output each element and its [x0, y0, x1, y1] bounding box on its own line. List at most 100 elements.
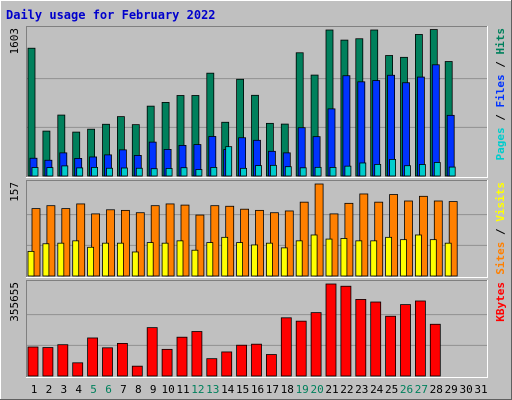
middle-bar-sites-day-20 [314, 183, 324, 277]
middle-ymax-label: 157 [8, 182, 21, 202]
bottom-bar-kbytes-day-8 [131, 365, 143, 377]
x-tick-label-day-4: 4 [75, 383, 82, 396]
top-bar-pages-day-8 [135, 167, 143, 177]
bottom-bar-kbytes-day-10 [161, 348, 173, 377]
middle-bar-sites-day-23 [359, 193, 369, 277]
bottom-bar-kbytes-day-19 [295, 320, 307, 377]
top-legend-item: Files [494, 74, 507, 107]
top-bar-pages-day-16 [255, 165, 262, 177]
x-tick-label-day-7: 7 [120, 383, 127, 396]
x-tick-label-day-25: 25 [385, 383, 398, 396]
middle-bar-sites-day-16 [255, 209, 264, 277]
middle-panel: 157 Sites / Visits [8, 180, 507, 278]
top-legend-item: Pages [494, 127, 507, 160]
top-legend-item: / [494, 55, 507, 75]
x-tick-label-day-31: 31 [474, 383, 487, 396]
x-tick-label-day-16: 16 [251, 383, 264, 396]
bottom-bar-kbytes-day-11 [176, 336, 188, 377]
middle-bar-visits-day-12 [191, 249, 199, 277]
top-bar-pages-day-18 [284, 166, 292, 177]
bottom-bar-kbytes-day-25 [385, 315, 397, 377]
middle-bar-sites-day-26 [404, 200, 413, 277]
bottom-bar-kbytes-day-2 [42, 347, 54, 377]
bottom-bar-kbytes-day-13 [206, 358, 218, 377]
top-bar-pages-day-28 [433, 162, 441, 177]
bottom-bar-kbytes-day-26 [400, 304, 411, 377]
middle-bar-visits-day-19 [295, 240, 303, 277]
middle-bar-visits-day-14 [221, 236, 229, 277]
top-bar-pages-day-4 [76, 167, 84, 177]
middle-bar-visits-day-17 [265, 242, 273, 277]
bottom-bar-kbytes-day-23 [355, 299, 367, 377]
top-bar-pages-day-13 [210, 167, 218, 177]
middle-bar-sites-day-10 [165, 203, 175, 277]
bottom-bar-kbytes-day-1 [27, 346, 39, 377]
top-bar-pages-day-15 [240, 167, 248, 177]
bottom-bar-kbytes-day-21 [325, 283, 337, 377]
bottom-legend-item: KBytes [494, 282, 507, 322]
top-bar-pages-day-14 [225, 146, 233, 177]
bottom-bar-kbytes-day-14 [221, 351, 233, 377]
middle-bar-visits-day-27 [414, 234, 422, 277]
x-tick-label-day-24: 24 [370, 383, 384, 396]
middle-bar-visits-day-3 [57, 242, 65, 277]
bottom-bar-kbytes-day-24 [370, 301, 382, 377]
x-tick-label-day-29: 29 [445, 383, 458, 396]
bottom-bar-kbytes-day-22 [340, 285, 352, 377]
x-tick-label-day-5: 5 [90, 383, 97, 396]
top-legend-item: Hits [494, 28, 507, 55]
top-panel: 1603 Pages / Files / Hits [8, 26, 507, 178]
middle-bar-sites-day-18 [284, 210, 294, 277]
middle-bar-sites-day-28 [433, 200, 443, 277]
middle-bar-visits-day-5 [87, 246, 94, 277]
top-bar-pages-day-6 [106, 167, 113, 177]
x-tick-label-day-12: 12 [191, 383, 204, 396]
middle-bar-visits-day-21 [325, 238, 333, 277]
top-bar-pages-day-17 [269, 164, 277, 177]
top-bar-pages-day-2 [46, 167, 54, 177]
x-tick-label-day-15: 15 [236, 383, 249, 396]
middle-bar-sites-day-12 [195, 214, 205, 277]
x-tick-label-day-30: 30 [459, 383, 472, 396]
x-tick-label-day-8: 8 [135, 383, 142, 396]
middle-bar-sites-day-19 [299, 201, 309, 277]
middle-bar-visits-day-28 [429, 239, 437, 277]
x-tick-label-day-13: 13 [206, 383, 219, 396]
top-bar-pages-day-22 [344, 165, 352, 177]
middle-bar-visits-day-10 [161, 242, 169, 277]
top-bar-pages-day-21 [329, 167, 337, 177]
middle-bar-visits-day-22 [340, 238, 348, 277]
top-bar-pages-day-3 [61, 165, 69, 177]
top-bar-pages-day-24 [374, 164, 382, 177]
top-bar-pages-day-27 [418, 164, 426, 177]
middle-legend-item: / [494, 222, 507, 242]
middle-bar-sites-day-5 [91, 213, 100, 277]
top-bar-pages-day-25 [389, 159, 397, 177]
top-bar-files-day-28 [431, 64, 440, 177]
middle-bar-visits-day-20 [310, 234, 318, 277]
middle-bar-sites-day-9 [150, 205, 160, 277]
middle-bar-sites-day-2 [46, 205, 56, 277]
x-tick-label-day-1: 1 [31, 383, 38, 396]
bottom-bar-kbytes-day-12 [191, 331, 203, 377]
top-bar-files-day-21 [327, 108, 336, 177]
bottom-bar-kbytes-day-17 [265, 354, 277, 377]
bottom-bar-kbytes-day-9 [146, 327, 158, 377]
bottom-bar-kbytes-day-3 [57, 344, 69, 377]
top-bar-pages-day-19 [299, 167, 307, 177]
x-tick-label-day-26: 26 [400, 383, 413, 396]
bottom-bar-kbytes-day-5 [87, 337, 98, 377]
top-bar-hits-day-1 [27, 47, 36, 177]
bottom-ymax-label: 355655 [8, 282, 21, 322]
middle-bar-visits-day-11 [176, 240, 184, 277]
middle-bar-visits-day-13 [206, 242, 214, 277]
middle-legend-item: Visits [494, 182, 507, 222]
x-tick-label-day-2: 2 [46, 383, 53, 396]
middle-bar-visits-day-23 [355, 240, 363, 277]
x-tick-label-day-21: 21 [325, 383, 338, 396]
middle-bar-visits-day-16 [251, 244, 258, 277]
bottom-bar-kbytes-day-20 [310, 312, 322, 377]
top-legend-item: / [494, 108, 507, 128]
bottom-bar-kbytes-day-15 [236, 344, 248, 377]
